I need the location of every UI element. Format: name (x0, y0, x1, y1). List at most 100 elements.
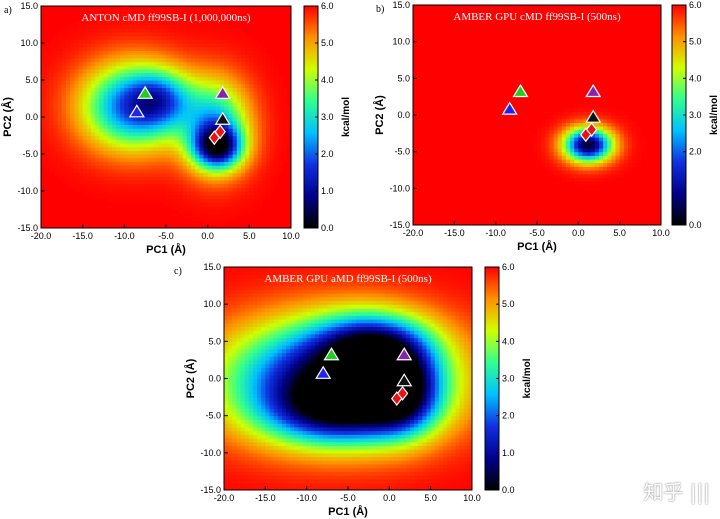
heatmap-cell (245, 168, 250, 174)
heatmap-cell (207, 43, 213, 48)
heatmap-cell (265, 437, 271, 443)
heatmap-cell (286, 356, 291, 361)
heatmap-cell (224, 139, 230, 144)
heatmap-cell (132, 191, 138, 196)
heatmap-cell (302, 434, 308, 439)
heatmap-cell (78, 176, 84, 181)
heatmap-cell (561, 162, 567, 167)
heatmap-cell (286, 382, 291, 387)
y-tick-label: 0.0 (397, 110, 410, 120)
heatmap-cell (277, 404, 283, 409)
heatmap-cell (116, 28, 121, 33)
heatmap-cell (82, 87, 88, 92)
heatmap-cell (141, 24, 146, 29)
heatmap-cell (261, 146, 267, 151)
heatmap-cell (273, 404, 279, 409)
heatmap-cell (136, 161, 142, 166)
heatmap-cell (541, 151, 546, 156)
colorbar-tick-label: 0.0 (689, 220, 702, 230)
heatmap-cell (611, 122, 617, 127)
heatmap-cell (249, 105, 255, 111)
blue-triangle-marker (128, 104, 145, 118)
heatmap-cell (153, 43, 159, 48)
heatmap-cell (319, 352, 324, 357)
heatmap-cell (314, 371, 320, 376)
heatmap-cell (232, 61, 238, 66)
heatmap-cell (174, 65, 180, 70)
heatmap-cell (257, 315, 262, 320)
heatmap-cell (211, 68, 217, 74)
heatmap-cell (241, 98, 246, 103)
heatmap-cell (191, 135, 196, 140)
heatmap-cell (78, 146, 84, 151)
heatmap-cell (170, 187, 175, 192)
heatmap-cell (257, 371, 262, 376)
heatmap-cell (116, 102, 121, 107)
heatmap-cell (232, 83, 238, 88)
heatmap-cell (91, 50, 96, 55)
heatmap-cell (269, 404, 275, 409)
heatmap-cell (241, 168, 246, 174)
heatmap-cell (49, 57, 55, 63)
heatmap-cell (111, 183, 117, 188)
heatmap-cell (120, 87, 125, 92)
heatmap-cell (232, 117, 238, 122)
heatmap-cell (124, 102, 130, 107)
heatmap-cell (224, 87, 230, 92)
heatmap-cell (269, 456, 275, 461)
heatmap-cell (252, 437, 258, 443)
heatmap-cell (599, 177, 604, 182)
heatmap-cell (66, 28, 71, 33)
heatmap-cell (269, 411, 275, 417)
heatmap-cell (228, 348, 233, 354)
heatmap-cell (236, 209, 242, 214)
heatmap-cell (228, 165, 234, 170)
heatmap-cell (236, 61, 242, 66)
heatmap-cell (182, 198, 188, 203)
heatmap-cell (253, 65, 259, 70)
heatmap-cell (549, 133, 555, 138)
heatmap-cell (274, 102, 280, 107)
heatmap-cell (124, 172, 130, 177)
heatmap-cell (53, 50, 59, 55)
heatmap-cell (228, 296, 233, 302)
heatmap-cell (103, 109, 109, 114)
heatmap-cell (565, 170, 571, 175)
heatmap-cell (228, 304, 233, 309)
heatmap-cell (281, 441, 287, 446)
heatmap-cell (594, 151, 600, 156)
heatmap-cell (203, 135, 209, 140)
heatmap-cell (252, 411, 258, 417)
heatmap-cell (298, 293, 304, 298)
heatmap-cell (240, 393, 246, 398)
heatmap-cell (41, 87, 46, 92)
heatmap-cell (236, 289, 242, 294)
heatmap-cell (236, 452, 242, 458)
heatmap-cell (241, 124, 246, 129)
heatmap-cell (306, 397, 312, 402)
heatmap-cell (549, 144, 555, 149)
heatmap-cell (627, 140, 633, 145)
heatmap-cell (323, 330, 328, 335)
heatmap-cell (111, 24, 117, 29)
heatmap-cell (111, 9, 117, 14)
heatmap-cell (157, 17, 163, 22)
heatmap-cell (281, 352, 287, 357)
heatmap-cell (228, 326, 233, 331)
heatmap-cell (99, 102, 105, 107)
heatmap-cell (240, 475, 246, 480)
heatmap-cell (161, 68, 167, 74)
heatmap-cell (244, 445, 250, 450)
heatmap-cell (319, 326, 324, 331)
heatmap-cell (211, 57, 217, 63)
heatmap-cell (41, 139, 46, 144)
heatmap-cell (249, 179, 255, 185)
heatmap-cell (211, 128, 217, 133)
heatmap-cell (166, 198, 171, 203)
heatmap-cell (578, 104, 584, 109)
heatmap-cell (132, 31, 138, 37)
heatmap-cell (541, 129, 546, 134)
heatmap-cell (61, 139, 67, 144)
heatmap-cell (120, 194, 125, 199)
heatmap-cell (236, 423, 242, 428)
